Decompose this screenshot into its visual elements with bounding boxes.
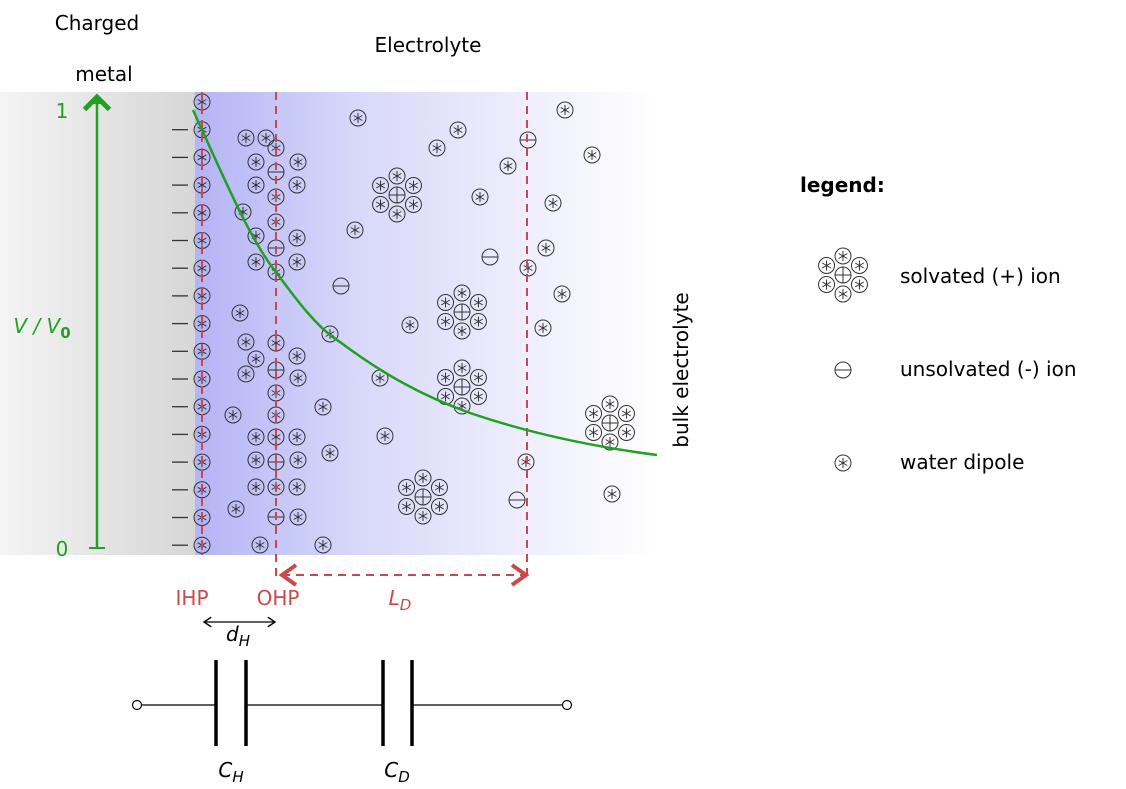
bulk-label: bulk electrolyte: [669, 292, 693, 447]
dh-label: dH: [226, 622, 250, 650]
cation: [602, 415, 618, 431]
ch-sub: H: [232, 768, 243, 786]
cd-main: C: [384, 758, 398, 782]
ld-main: L: [389, 586, 400, 610]
legend-item: unsolvated (-) ion: [900, 357, 1077, 381]
water-dipole: [835, 455, 851, 471]
water-dipole: [819, 258, 835, 274]
water-dipole: [835, 286, 851, 302]
cation: [454, 304, 470, 320]
cation: [415, 489, 431, 505]
anion: [835, 362, 851, 378]
axis-bottom: 0: [56, 537, 69, 561]
cd-label: CD: [384, 758, 410, 786]
water-dipole: [835, 248, 851, 264]
water-dipole: [851, 258, 867, 274]
legend-title: legend:: [800, 173, 885, 197]
metal-label: metal: [75, 62, 132, 86]
ohp-label: OHP: [257, 586, 300, 610]
dh-sub: H: [239, 632, 250, 650]
cd-sub: D: [398, 768, 410, 786]
water-dipole: [819, 277, 835, 293]
cation: [389, 187, 405, 203]
axis-top: 1: [56, 99, 69, 123]
edl-diagram: 1 0 V / V0 Charged metal Electrolyte bul…: [0, 0, 1126, 789]
ld-label: LD: [389, 586, 412, 614]
metal-label: Charged: [55, 11, 139, 35]
ld-sub: D: [400, 596, 412, 614]
cation: [454, 379, 470, 395]
legend-symbols: [819, 248, 868, 471]
legend-item: water dipole: [900, 450, 1024, 474]
ch-label: CH: [218, 758, 243, 786]
ch-main: C: [218, 758, 232, 782]
cation: [835, 267, 851, 283]
water-dipole: [851, 277, 867, 293]
axis-label-main: V / V: [13, 314, 61, 338]
ihp-label: IHP: [176, 586, 209, 610]
axis-label-sub: 0: [60, 324, 70, 342]
electrolyte-label: Electrolyte: [375, 33, 482, 57]
dh-main: d: [226, 622, 239, 646]
legend-item: solvated (+) ion: [900, 264, 1061, 288]
circuit: [133, 660, 572, 746]
